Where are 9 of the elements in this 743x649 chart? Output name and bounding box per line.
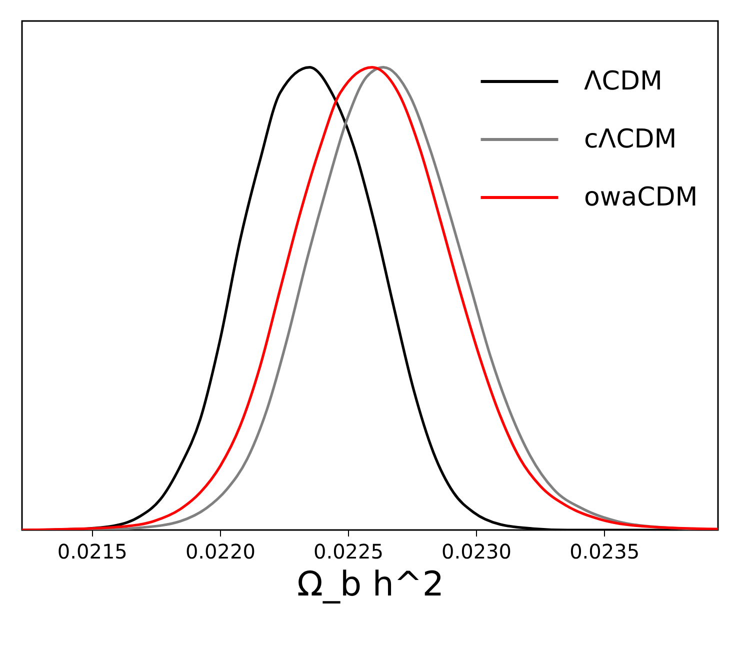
legend-label: owaCDM	[584, 182, 698, 212]
x-tick-label: 0.0235	[570, 540, 640, 564]
x-tick-label: 0.0225	[313, 540, 384, 564]
legend-label: ΛCDM	[584, 66, 662, 96]
x-tick-label: 0.0220	[185, 540, 256, 564]
x-tick-label: 0.0230	[442, 540, 512, 564]
x-tick-label: 0.0215	[57, 540, 128, 564]
legend-label: cΛCDM	[584, 124, 677, 154]
x-axis-title: Ω_b h^2	[296, 564, 444, 604]
